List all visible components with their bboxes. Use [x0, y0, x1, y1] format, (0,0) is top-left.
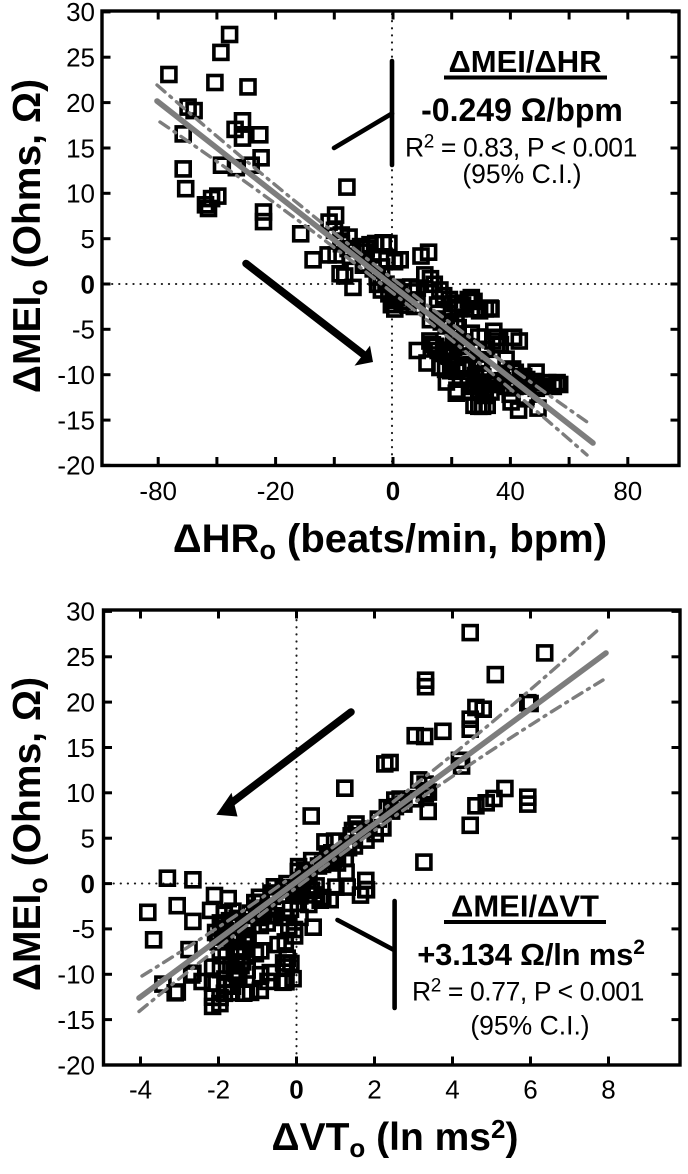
svg-text:ΔVTo (ln ms2): ΔVTo (ln ms2) [272, 1114, 519, 1163]
svg-text:2: 2 [367, 1075, 381, 1105]
svg-text:-2: -2 [207, 1075, 230, 1105]
svg-text:-4: -4 [129, 1075, 152, 1105]
svg-text:10: 10 [66, 778, 95, 808]
svg-text:-5: -5 [72, 914, 95, 944]
svg-text:25: 25 [66, 642, 95, 672]
svg-text:30: 30 [66, 0, 95, 27]
svg-text:(95% C.I.): (95% C.I.) [470, 1011, 589, 1041]
svg-text:0: 0 [386, 476, 400, 506]
svg-text:15: 15 [66, 133, 95, 163]
svg-text:10: 10 [66, 179, 95, 209]
svg-text:ΔMEI/ΔHR: ΔMEI/ΔHR [448, 44, 601, 79]
svg-text:0: 0 [81, 869, 95, 899]
svg-text:ΔMEIo (Ohms, Ω): ΔMEIo (Ohms, Ω) [6, 677, 53, 991]
svg-text:ΔHRo (beats/min, bpm): ΔHRo (beats/min, bpm) [173, 517, 607, 565]
svg-text:+3.134 Ω/ln ms2: +3.134 Ω/ln ms2 [417, 936, 644, 972]
svg-text:20: 20 [66, 88, 95, 118]
svg-text:-20: -20 [57, 1050, 95, 1080]
svg-text:-20: -20 [257, 476, 295, 506]
svg-text:15: 15 [66, 733, 95, 763]
svg-text:(95% C.I.): (95% C.I.) [462, 159, 581, 189]
svg-text:-15: -15 [57, 1005, 95, 1035]
svg-text:80: 80 [613, 476, 642, 506]
svg-text:-5: -5 [72, 315, 95, 345]
svg-text:-20: -20 [57, 451, 95, 481]
svg-text:4: 4 [445, 1075, 459, 1105]
svg-text:ΔMEI/ΔVT: ΔMEI/ΔVT [451, 889, 599, 924]
svg-text:40: 40 [496, 476, 525, 506]
svg-text:25: 25 [66, 43, 95, 73]
svg-text:ΔMEIo (Ohms, Ω): ΔMEIo (Ohms, Ω) [6, 79, 53, 393]
svg-text:-0.249 Ω/bpm: -0.249 Ω/bpm [421, 92, 623, 128]
svg-text:0: 0 [289, 1075, 303, 1105]
svg-text:-15: -15 [57, 405, 95, 435]
svg-text:6: 6 [523, 1075, 537, 1105]
svg-text:-10: -10 [57, 960, 95, 990]
svg-text:R2 = 0.77, P < 0.001: R2 = 0.77, P < 0.001 [412, 976, 644, 1007]
svg-text:0: 0 [81, 269, 95, 299]
svg-text:8: 8 [601, 1075, 615, 1105]
svg-text:30: 30 [66, 597, 95, 627]
svg-text:-10: -10 [57, 360, 95, 390]
svg-text:R2 = 0.83, P < 0.001: R2 = 0.83, P < 0.001 [405, 132, 637, 163]
svg-text:20: 20 [66, 687, 95, 717]
svg-text:5: 5 [81, 224, 95, 254]
svg-text:5: 5 [81, 824, 95, 854]
svg-text:-80: -80 [139, 476, 177, 506]
